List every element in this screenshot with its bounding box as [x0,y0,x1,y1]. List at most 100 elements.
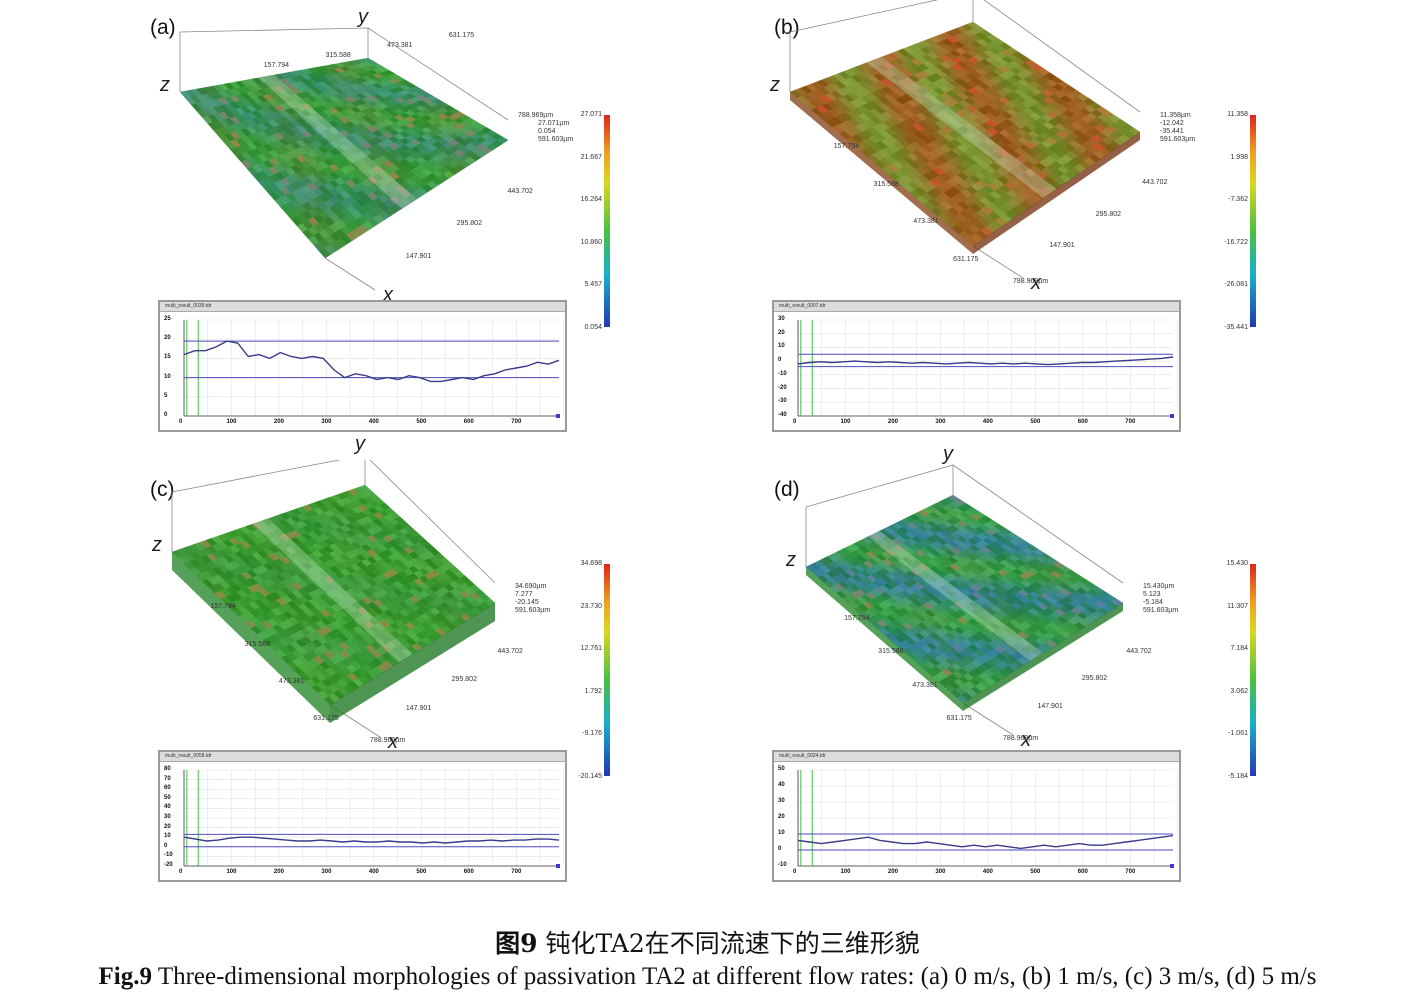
bounding-box-top [367,27,509,121]
profile-title-bar [160,752,565,762]
profile-y-tick: 70 [164,775,171,782]
profile-line [183,836,560,844]
extent-label: 591.603µm [1160,136,1196,143]
extent-label: 27.071µm [538,120,570,127]
caption-en-text: Three-dimensional morphologies of passiv… [157,963,1317,990]
y-axis-tick-label: 631.175 [946,715,972,723]
surface-side-front [330,603,495,723]
color-scale-value: 11.307 [1227,602,1248,610]
extent-label: 591.603µm [1143,607,1179,614]
profile-x-tick: 200 [273,419,284,425]
profile-y-tick: 0 [164,412,168,418]
profile-y-tick: 80 [164,766,171,772]
profile-x-tick: 400 [982,869,993,875]
profile-x-tick: 400 [368,869,379,875]
axis-letter-z: z [770,74,780,96]
profile-line [183,340,560,383]
profile-x-tick: 500 [416,869,427,875]
color-scale-value: 3.062 [1230,687,1248,695]
profile-x-tick: 600 [463,419,474,425]
panel-label: (d) [774,478,800,501]
figure-panel: (c) z y x 157.794 315.588 473.381 631.175 147.90… [140,433,840,915]
scan-stripe [258,75,417,209]
profile-title-bar [160,302,565,312]
profile-x-tick: 100 [226,419,237,425]
panel-label: (a) [150,16,176,39]
x-axis-tick-label: 147.901 [405,253,432,261]
extent-label: 788.969µm [370,737,406,744]
extent-label: 7.277 [515,591,533,598]
color-scale-value: -20.145 [578,772,602,780]
profile-y-tick: -40 [778,412,787,418]
y-axis-tick-label: 473.381 [913,218,939,226]
scan-stripe [866,57,1057,199]
profile-y-tick: -10 [778,862,787,868]
surface-side-front [963,603,1123,711]
color-scale-value: 10.860 [580,238,602,246]
profile-x-tick: 200 [887,419,898,425]
bounding-box-back [805,464,954,508]
caption-en-label: Fig.9 [98,963,152,990]
extent-label: 788.969µm [518,112,554,119]
profile-x-tick: 400 [982,419,993,425]
profile-end-marker [556,414,560,418]
profile-y-tick: 40 [778,782,785,788]
extent-label: -35.441 [1160,128,1184,135]
profile-title: multi_result_0058.tdr [165,753,212,759]
y-axis-tick-label: 473.381 [279,677,305,685]
surface-cell [496,136,509,144]
figure-panel: (d) z y x 157.794 315.588 473.381 631.175 147.90… [768,443,1415,915]
color-scale-value: 5.457 [584,281,602,288]
profile-x-tick: 0 [793,869,797,875]
color-scale-value: 11.358 [1227,111,1248,118]
profile-x-tick: 300 [321,419,332,425]
extent-label: 5.123 [1143,591,1161,598]
axis-letter-x: x [1021,729,1031,751]
profile-y-tick: 15 [164,354,171,361]
x-axis-tick-label: 443.702 [1126,647,1152,655]
profile-x-tick: 500 [1030,419,1041,425]
profile-y-tick: 20 [778,814,785,820]
profile-x-tick: 500 [416,419,427,425]
color-scale-value: 16.264 [580,196,602,203]
axis-letter-z: z [152,534,162,556]
profile-x-tick: 300 [935,869,946,875]
color-scale-value: -1.061 [1228,730,1248,737]
height-profile-plot: multi_result_0039.tdr 25 20 15 10 5 0 0 100 200 30… [158,300,567,432]
profile-y-tick: 10 [164,833,171,840]
y-axis-tick-label: 315.588 [878,648,904,656]
scan-stripe [253,518,413,663]
panel-label: (b) [774,16,800,39]
bounding-box-top [369,460,496,584]
profile-y-tick: 30 [778,316,785,322]
profile-y-tick: 25 [164,316,171,322]
axis-letter-y: y [358,6,368,28]
profile-line [797,356,1174,366]
color-scale-value: -9.176 [582,730,602,737]
y-axis-tick-label: 157.794 [844,614,870,622]
profile-y-tick: 60 [164,785,171,792]
profile-end-marker [1170,414,1174,418]
extent-label: 34.690µm [515,583,547,590]
profile-x-tick: 100 [840,869,851,875]
x-axis-tick-label: 147.901 [1049,242,1075,250]
x-axis-tick-label: 295.802 [1095,210,1122,218]
color-scale-value: -5.184 [1228,772,1248,780]
caption-english: Fig.9 Three-dimensional morphologies of … [0,963,1415,991]
profile-line [797,834,1174,850]
profile-x-tick: 700 [1125,419,1136,425]
y-axis-tick-label: 473.381 [912,681,938,689]
x-axis-line [324,257,376,291]
extent-label: 788.969µm [1003,735,1039,742]
color-scale-value: 23.730 [580,602,602,610]
profile-x-tick: 600 [463,869,474,875]
color-scale-value: 12.761 [580,645,602,652]
profile-title: multi_result_0039.tdr [165,303,212,309]
x-axis-line [972,245,1024,279]
axis-letter-y: y [355,433,365,455]
profile-x-tick: 500 [1030,869,1041,875]
color-scale-value: -35.441 [1224,323,1248,331]
profile-y-tick: 20 [778,329,785,336]
profile-x-tick: 700 [1125,869,1136,875]
x-axis-tick-label: 295.802 [1081,675,1108,683]
